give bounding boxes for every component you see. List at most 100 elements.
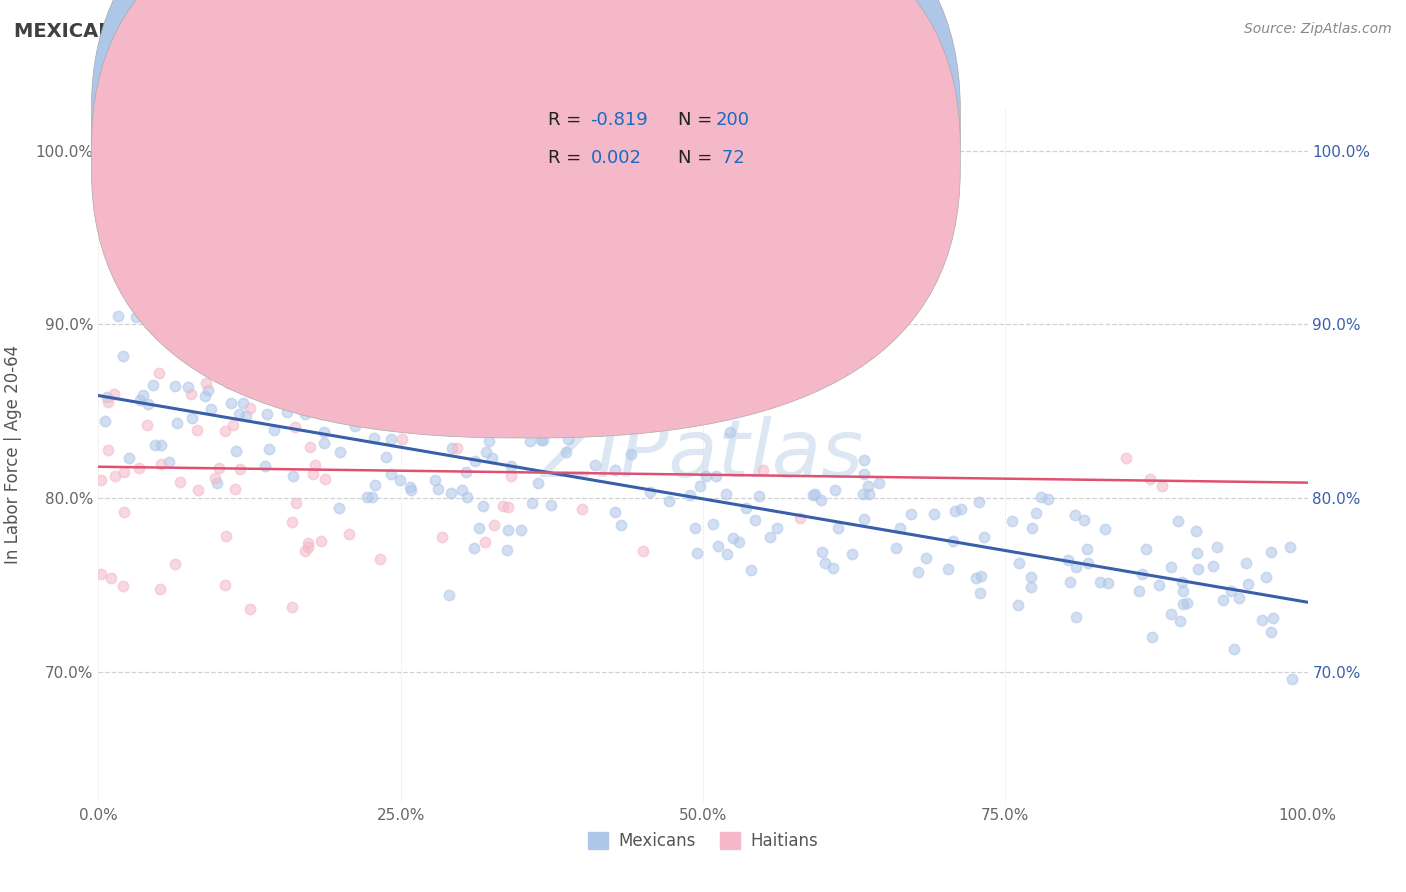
Point bbox=[631, 544, 654, 558]
Point bbox=[814, 556, 837, 570]
Point bbox=[297, 536, 319, 550]
Point bbox=[1139, 472, 1161, 486]
Point bbox=[1090, 574, 1112, 589]
Point bbox=[852, 487, 875, 501]
Point bbox=[298, 329, 321, 343]
Point bbox=[97, 395, 120, 409]
Point bbox=[305, 326, 328, 340]
Point bbox=[1076, 557, 1098, 571]
Point bbox=[853, 453, 876, 467]
Point bbox=[169, 475, 191, 489]
Point bbox=[125, 310, 148, 325]
Point bbox=[143, 438, 166, 452]
Point bbox=[1097, 575, 1119, 590]
Point bbox=[281, 600, 304, 615]
Point bbox=[620, 447, 643, 461]
Point bbox=[467, 520, 489, 534]
Point bbox=[194, 376, 217, 390]
Point bbox=[740, 563, 762, 577]
Point bbox=[709, 384, 731, 398]
Point bbox=[886, 541, 908, 555]
Point bbox=[142, 378, 165, 392]
Point bbox=[481, 411, 503, 425]
Point bbox=[377, 416, 399, 430]
Point bbox=[853, 467, 876, 481]
Point bbox=[555, 445, 578, 459]
Point bbox=[1234, 556, 1257, 570]
Point bbox=[1212, 592, 1234, 607]
Point bbox=[1227, 591, 1250, 606]
Point bbox=[1205, 540, 1227, 554]
Point bbox=[1059, 574, 1081, 589]
Text: 200: 200 bbox=[716, 112, 749, 129]
Point bbox=[1237, 576, 1260, 591]
Point bbox=[702, 516, 724, 531]
Point bbox=[309, 351, 332, 365]
Point bbox=[225, 444, 247, 458]
Point bbox=[94, 414, 117, 428]
Point bbox=[1223, 641, 1246, 656]
Point bbox=[228, 462, 250, 476]
Point bbox=[112, 465, 135, 479]
Point bbox=[969, 586, 991, 600]
Point bbox=[312, 436, 335, 450]
Point bbox=[430, 530, 453, 544]
Point bbox=[253, 458, 276, 473]
Point bbox=[194, 389, 217, 403]
Point bbox=[329, 309, 352, 323]
Point bbox=[298, 381, 321, 395]
Point bbox=[214, 424, 236, 438]
Point bbox=[104, 469, 127, 483]
Point bbox=[1263, 611, 1285, 625]
Point bbox=[474, 535, 496, 549]
Point bbox=[166, 416, 188, 430]
Point bbox=[200, 401, 222, 416]
Point bbox=[245, 256, 267, 270]
Point bbox=[90, 473, 112, 487]
Point bbox=[721, 531, 744, 545]
Point bbox=[571, 501, 593, 516]
Point bbox=[1170, 615, 1192, 629]
Point bbox=[239, 602, 262, 616]
Point bbox=[1281, 672, 1303, 686]
Point bbox=[463, 541, 485, 555]
Point bbox=[325, 271, 347, 285]
Point bbox=[432, 413, 454, 427]
Point bbox=[1279, 540, 1302, 554]
Text: ZIPatlas: ZIPatlas bbox=[541, 416, 865, 494]
Point bbox=[509, 523, 531, 537]
Point bbox=[1173, 584, 1195, 599]
Point bbox=[311, 533, 333, 548]
Point bbox=[112, 349, 135, 363]
Point bbox=[1220, 584, 1243, 599]
Point bbox=[803, 487, 825, 501]
Point bbox=[329, 444, 352, 458]
Point bbox=[689, 479, 711, 493]
Point bbox=[368, 551, 391, 566]
Point bbox=[97, 443, 120, 458]
Text: R =: R = bbox=[548, 112, 588, 129]
Point bbox=[197, 383, 219, 397]
Text: 0.002: 0.002 bbox=[591, 149, 641, 167]
Point bbox=[299, 440, 322, 454]
Point bbox=[312, 425, 335, 440]
Point bbox=[727, 535, 749, 549]
Point bbox=[425, 473, 447, 487]
Point bbox=[605, 463, 627, 477]
Point bbox=[344, 418, 367, 433]
Point bbox=[1185, 546, 1208, 560]
Text: 72: 72 bbox=[716, 149, 744, 167]
Point bbox=[609, 518, 631, 533]
Point bbox=[1171, 574, 1194, 589]
Text: Source: ZipAtlas.com: Source: ZipAtlas.com bbox=[1244, 22, 1392, 37]
Point bbox=[128, 460, 150, 475]
Point bbox=[1001, 514, 1024, 528]
Point bbox=[922, 508, 945, 522]
Point bbox=[789, 511, 811, 525]
Point bbox=[129, 392, 152, 407]
Point bbox=[1260, 624, 1282, 639]
Point bbox=[744, 513, 766, 527]
Point bbox=[841, 547, 863, 561]
Point bbox=[748, 489, 770, 503]
Legend: Mexicans, Haitians: Mexicans, Haitians bbox=[581, 826, 825, 857]
